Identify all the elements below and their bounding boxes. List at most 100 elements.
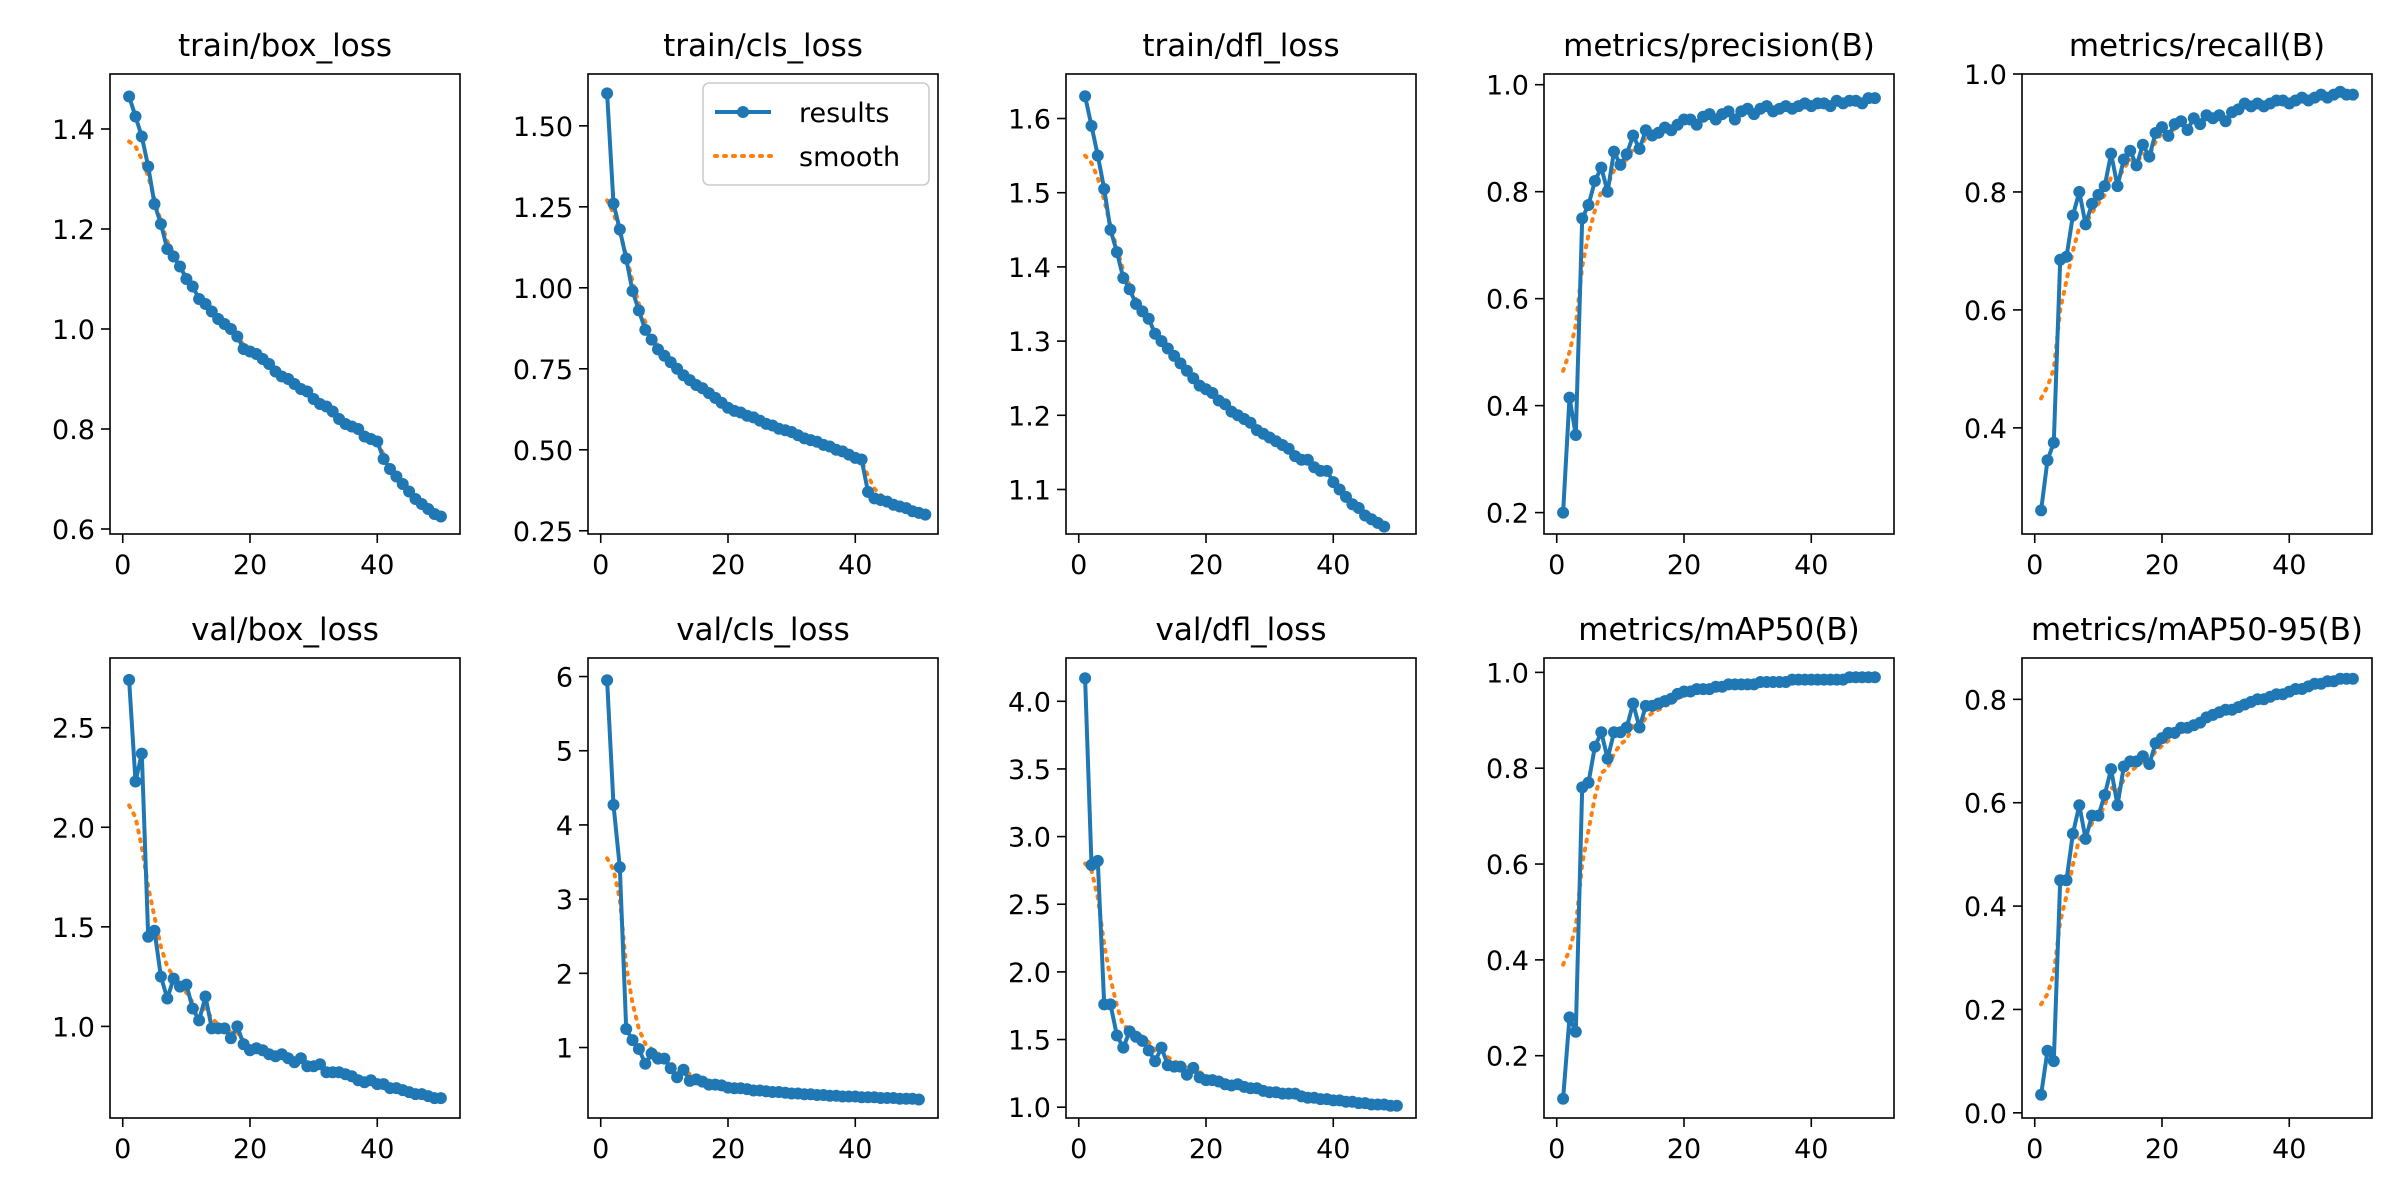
results-point [1142, 312, 1155, 325]
y-tick-label: 0.8 [1964, 685, 2007, 716]
y-tick-label: 1.2 [52, 215, 95, 246]
results-point [613, 223, 626, 236]
x-tick-label: 20 [2145, 1134, 2179, 1165]
results-point [186, 280, 199, 293]
results-point [645, 333, 658, 346]
results-point [180, 978, 193, 991]
y-tick-label: 0.6 [1486, 850, 1529, 881]
y-tick-label: 1.0 [1486, 71, 1529, 102]
results-point [2047, 1055, 2060, 1068]
plot-area [123, 673, 447, 1105]
results-point [314, 1058, 326, 1071]
results-point [1098, 183, 1111, 195]
x-tick-label: 40 [360, 1134, 394, 1165]
results-point [632, 1043, 645, 1055]
subplot-title: metrics/mAP50-95(B) [2031, 612, 2363, 648]
axes-frame [1543, 657, 1895, 1119]
results-point [1601, 185, 1614, 198]
results-point [1595, 726, 1608, 739]
results-point [2073, 185, 2086, 198]
results-point [224, 1032, 237, 1045]
axes-frame [1543, 73, 1895, 535]
y-tick-label: 2.0 [52, 813, 95, 844]
y-tick-label: 1.1 [1008, 475, 1051, 506]
x-tick-label: 20 [1667, 1134, 1701, 1165]
x-tick-label: 0 [592, 1134, 609, 1165]
y-tick-label: 0.8 [52, 415, 95, 446]
results-point [434, 510, 447, 523]
x-tick-label: 0 [1070, 1134, 1087, 1165]
results-point [2098, 789, 2111, 801]
results-point [2194, 118, 2207, 131]
subplot-9: metrics/mAP50(B) 0 20 40 0.2 0.4 0.6 0.8 1.0 [1486, 612, 1895, 1165]
subplot-title: metrics/precision(B) [1563, 28, 1875, 64]
results-point [1563, 391, 1576, 404]
legend-results-label: results [799, 98, 889, 129]
x-tick-label: 0 [1070, 550, 1087, 581]
results-point [1142, 1044, 1155, 1057]
results-point [1569, 429, 1582, 441]
results-point [919, 508, 932, 521]
x-tick-label: 20 [233, 1134, 267, 1165]
results-point [2346, 672, 2359, 685]
results-point [2035, 1088, 2048, 1101]
results-point [1633, 721, 1646, 734]
results-point [377, 453, 390, 465]
x-tick-label: 0 [114, 550, 131, 581]
results-point [129, 110, 142, 123]
results-point [231, 1020, 244, 1033]
y-tick-label: 0.6 [52, 515, 95, 546]
results-point [1079, 90, 1092, 103]
y-tick-label: 1.25 [513, 193, 573, 224]
results-point [1155, 1041, 1168, 1054]
results-point [231, 330, 244, 343]
x-tick-label: 0 [2026, 1134, 2043, 1165]
x-tick-label: 40 [360, 550, 394, 581]
results-point [1627, 129, 1640, 142]
legend-results-marker [737, 106, 749, 118]
plot-area [2035, 85, 2359, 517]
results-point [1620, 148, 1633, 161]
results-point [2181, 124, 2194, 136]
results-point [2060, 250, 2073, 263]
results-point [2066, 209, 2079, 222]
results-point [855, 453, 868, 466]
subplot-7: val/cls_loss 0 20 40 1 2 3 4 5 6 [556, 612, 939, 1165]
results-point [161, 992, 174, 1005]
results-point [2175, 115, 2188, 128]
results-point [186, 1002, 199, 1015]
results-point [1608, 145, 1620, 158]
results-point [677, 1063, 690, 1076]
results-point [199, 990, 212, 1003]
results-point [148, 198, 161, 210]
results-point [2111, 799, 2124, 812]
y-tick-label: 2.5 [1008, 890, 1051, 921]
subplot-title: train/box_loss [178, 28, 392, 64]
results-point [2073, 799, 2086, 812]
y-tick-label: 2.0 [1008, 958, 1051, 989]
results-point [218, 1022, 231, 1035]
x-tick-label: 40 [2272, 550, 2306, 581]
y-tick-label: 1.5 [52, 913, 95, 944]
results-point [601, 674, 614, 687]
y-tick-label: 0.6 [1964, 296, 2007, 327]
y-tick-label: 2 [556, 959, 573, 990]
y-tick-label: 1.4 [1008, 253, 1051, 284]
y-tick-label: 0.6 [1486, 285, 1529, 316]
y-tick-label: 1.2 [1008, 401, 1051, 432]
results-point [1601, 752, 1614, 765]
results-point [123, 673, 136, 686]
x-tick-label: 40 [1794, 1134, 1828, 1165]
results-point [142, 160, 155, 173]
y-tick-label: 1.0 [1486, 658, 1529, 689]
results-point [1079, 672, 1092, 685]
results-point [123, 90, 136, 103]
results-point [1104, 223, 1117, 236]
y-tick-label: 0.6 [1964, 789, 2007, 820]
subplot-title: metrics/recall(B) [2069, 28, 2325, 64]
y-tick-label: 1 [556, 1034, 573, 1065]
results-point [2130, 159, 2143, 172]
y-tick-label: 0.75 [513, 355, 573, 386]
results-point [1576, 212, 1589, 225]
x-tick-label: 20 [1189, 550, 1223, 581]
